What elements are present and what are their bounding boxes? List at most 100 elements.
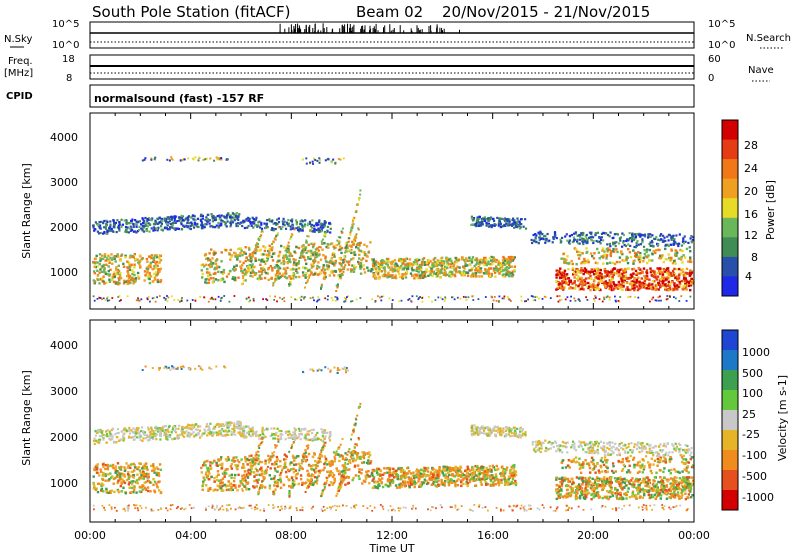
data-cell	[420, 273, 423, 276]
data-cell	[158, 295, 161, 297]
data-cell	[608, 242, 611, 245]
data-cell	[616, 250, 619, 254]
data-cell	[353, 242, 355, 245]
data-cell	[154, 219, 157, 222]
data-cell	[515, 435, 518, 438]
data-cell	[545, 237, 548, 241]
data-cell	[584, 450, 587, 454]
data-cell	[373, 262, 376, 265]
data-cell	[243, 220, 246, 223]
data-cell	[200, 226, 203, 230]
data-cell	[253, 432, 256, 435]
data-cell	[597, 251, 601, 254]
data-cell	[497, 261, 500, 264]
data-cell	[481, 427, 484, 430]
data-cell	[238, 260, 242, 263]
data-cell	[667, 239, 670, 242]
data-cell	[106, 273, 110, 276]
data-cell	[96, 261, 99, 264]
data-cell	[155, 260, 158, 264]
data-cell	[356, 242, 360, 245]
data-cell	[153, 158, 156, 161]
data-cell	[625, 239, 628, 243]
data-cell	[378, 263, 381, 266]
data-cell	[324, 231, 327, 234]
data-cell	[351, 300, 354, 302]
data-cell	[313, 230, 316, 233]
data-cell	[288, 245, 291, 248]
data-cell	[457, 258, 460, 261]
data-cell	[415, 258, 418, 261]
data-cell	[327, 295, 329, 297]
data-cell	[272, 433, 275, 436]
data-cell	[574, 231, 577, 234]
data-cell	[630, 284, 634, 287]
data-cell	[128, 222, 131, 225]
data-cell	[148, 277, 151, 281]
data-cell	[152, 432, 155, 435]
data-cell	[472, 274, 476, 278]
data-cell	[635, 278, 639, 282]
data-cell	[530, 238, 533, 241]
data-cell	[379, 260, 383, 263]
data-cell	[570, 233, 573, 237]
data-cell	[560, 285, 564, 288]
data-cell	[442, 271, 445, 275]
data-cell	[282, 262, 286, 266]
data-cell	[318, 230, 321, 233]
data-cell	[177, 299, 180, 301]
data-cell	[346, 246, 349, 250]
data-cell	[323, 275, 326, 278]
data-cell	[419, 296, 421, 298]
data-cell	[128, 275, 131, 278]
data-cell	[533, 447, 536, 450]
data-cell	[251, 269, 254, 272]
data-cell	[504, 429, 508, 432]
data-cell	[239, 430, 242, 434]
data-cell	[93, 299, 96, 302]
data-cell	[130, 263, 133, 266]
data-cell	[339, 275, 342, 278]
data-cell	[629, 237, 632, 240]
data-cell	[153, 272, 156, 276]
data-cell	[170, 158, 173, 160]
data-cell	[596, 269, 600, 272]
data-cell	[635, 244, 638, 247]
data-cell	[271, 269, 274, 272]
data-cell	[102, 222, 105, 225]
data-cell	[154, 261, 157, 265]
data-cell	[680, 268, 683, 272]
data-cell	[229, 258, 232, 261]
data-cell	[312, 428, 315, 431]
data-cell	[406, 265, 409, 268]
data-cell	[113, 226, 116, 229]
data-cell	[590, 277, 593, 280]
data-cell	[670, 258, 673, 262]
data-cell	[429, 260, 432, 263]
data-cell	[164, 298, 167, 301]
data-cell	[93, 282, 96, 285]
data-cell	[390, 268, 393, 271]
data-cell	[323, 234, 325, 237]
data-cell	[148, 437, 151, 440]
data-cell	[104, 225, 107, 228]
data-cell	[568, 287, 571, 290]
data-cell	[650, 239, 654, 243]
data-cell	[593, 288, 596, 291]
data-cell	[150, 219, 153, 222]
data-cell	[190, 221, 193, 224]
data-cell	[280, 437, 283, 440]
data-cell	[490, 255, 493, 259]
data-cell	[571, 286, 574, 290]
data-cell	[258, 239, 261, 242]
data-cell	[148, 271, 151, 275]
data-cell	[287, 250, 291, 254]
data-cell	[611, 261, 614, 265]
data-cell	[559, 272, 562, 275]
data-cell	[237, 423, 240, 426]
data-cell	[237, 218, 240, 221]
data-cell	[346, 296, 348, 298]
data-cell	[287, 436, 290, 440]
data-cell	[286, 261, 289, 265]
data-cell	[149, 431, 152, 434]
